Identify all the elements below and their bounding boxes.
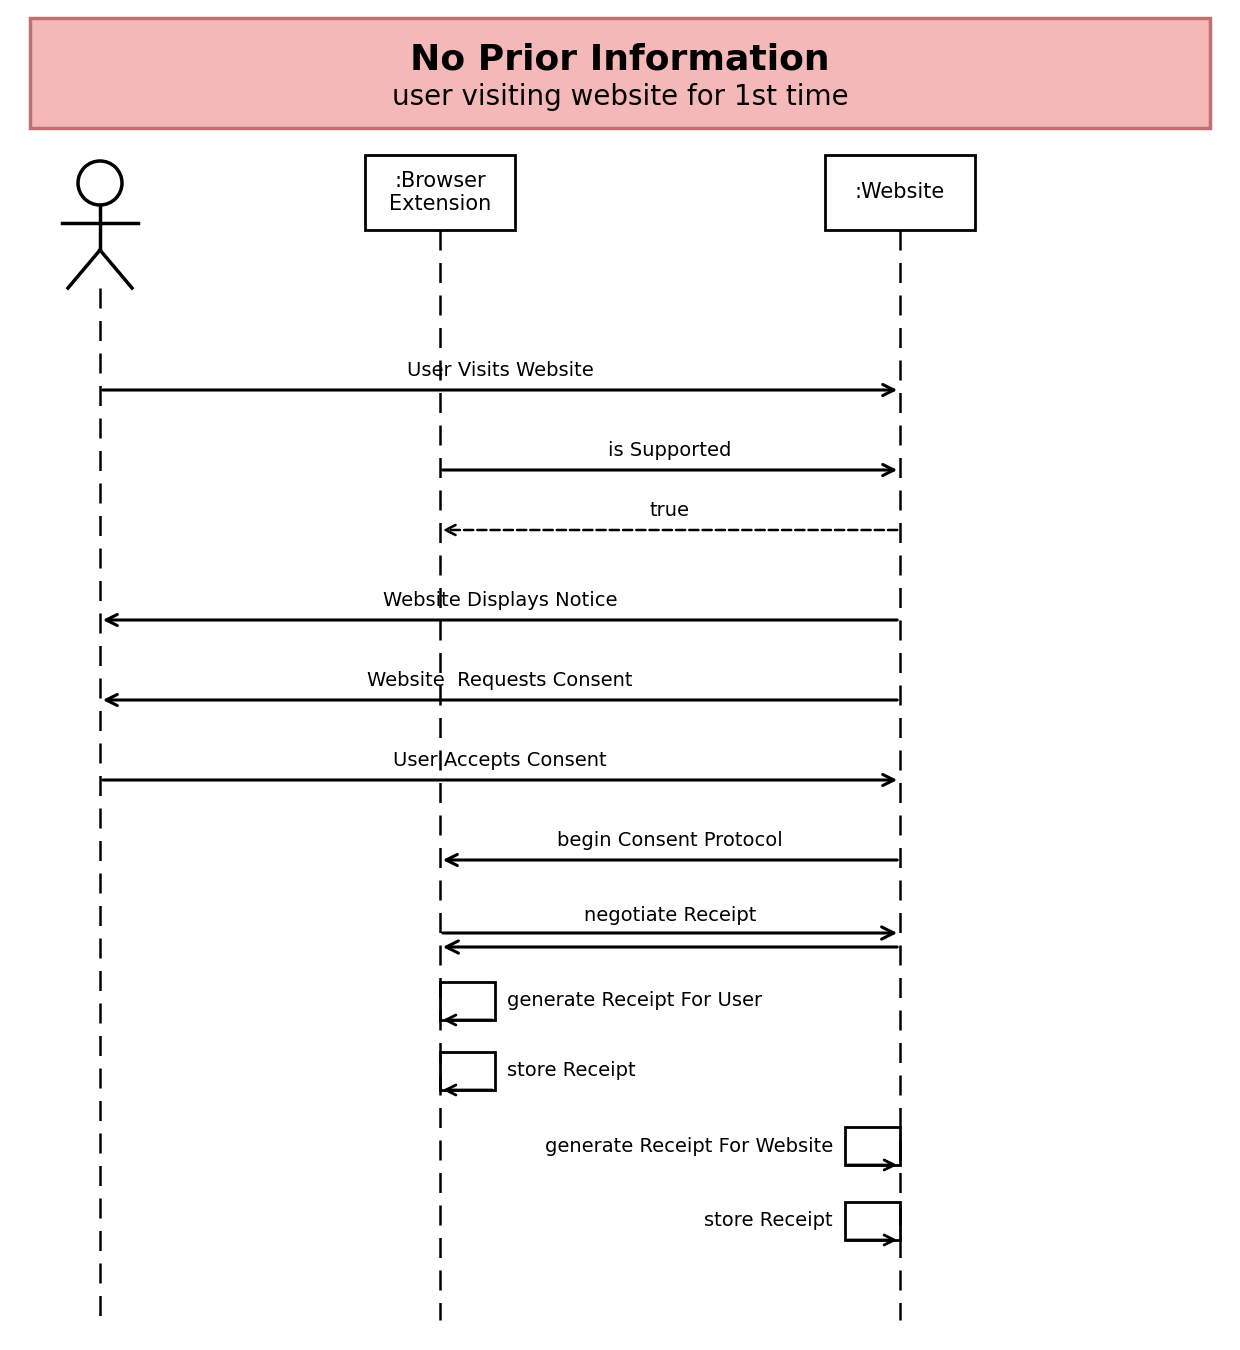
FancyBboxPatch shape [365,155,515,230]
Text: generate Receipt For User: generate Receipt For User [507,991,763,1011]
Text: user visiting website for 1st time: user visiting website for 1st time [392,84,848,111]
Text: User Accepts Consent: User Accepts Consent [393,751,606,769]
Text: store Receipt: store Receipt [507,1061,636,1080]
Text: generate Receipt For Website: generate Receipt For Website [544,1137,833,1156]
Text: store Receipt: store Receipt [704,1211,833,1230]
FancyBboxPatch shape [30,18,1210,128]
Text: User Visits Website: User Visits Website [407,360,594,379]
Text: true: true [650,501,689,520]
Text: begin Consent Protocol: begin Consent Protocol [557,832,782,850]
Text: :Browser
Extension: :Browser Extension [389,171,491,215]
FancyBboxPatch shape [825,155,975,230]
Text: No Prior Information: No Prior Information [410,43,830,77]
Text: is Supported: is Supported [609,441,732,460]
Text: :Website: :Website [854,182,945,202]
Text: negotiate Receipt: negotiate Receipt [584,906,756,925]
Text: Website  Requests Consent: Website Requests Consent [367,671,632,690]
Text: Website Displays Notice: Website Displays Notice [383,591,618,610]
